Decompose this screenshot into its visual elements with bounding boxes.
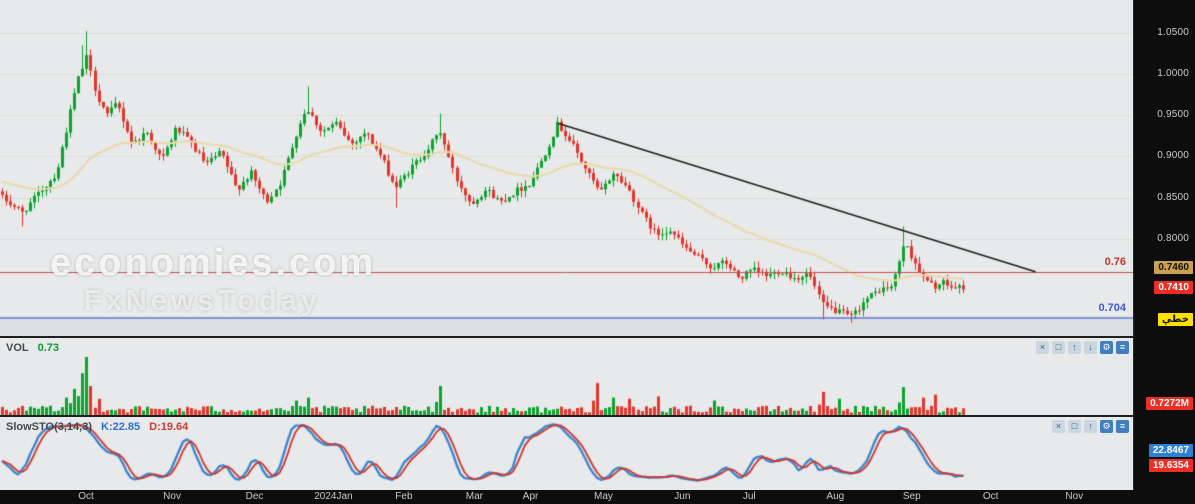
last-price-badge: 0.7410 [1154,281,1193,294]
main-chart-panel: economies.com FxNewsToday 0.76 0.704 [0,0,1133,336]
time-axis-label: Oct [982,491,999,502]
volume-title: VOL [6,341,29,354]
support-level-label: 0.704 [1098,302,1126,314]
content-row: economies.com FxNewsToday 0.76 0.704 VOL… [0,0,1195,490]
move-down-icon[interactable]: ↓ [1084,341,1097,354]
time-axis-label: Aug [826,491,845,502]
resistance-level-label: 0.76 [1104,256,1126,268]
volume-chart-canvas[interactable] [0,338,1133,415]
time-axis[interactable]: Oct Nov Dec 2024Jan Feb Mar Apr May Jun Jul Aug Sep… [0,490,1195,504]
price-tick-label: 0.8000 [1157,232,1189,244]
price-tick-label: 0.9000 [1157,150,1189,162]
settings-icon[interactable]: ⚙ [1100,341,1113,354]
stochastic-toolbar: × □ ↑ ⚙ ≡ [1052,420,1129,433]
stochastic-chart-canvas[interactable] [0,417,1133,490]
stochastic-panel: SlowSTO(3,14,3) K:22.85 D:19.64 × □ ↑ ⚙ ≡ [0,417,1133,490]
time-axis-label: Feb [395,491,413,502]
time-axis-label: May [594,491,613,502]
maximize-icon[interactable]: □ [1052,341,1065,354]
time-axis-label: Oct [78,491,94,502]
close-icon[interactable]: × [1036,341,1049,354]
stochastic-d-badge: 19.6354 [1148,459,1193,472]
scale-type-badge[interactable]: خطي [1157,313,1193,326]
stochastic-k-value: K:22.85 [101,420,141,433]
volume-panel-header: VOL 0.73 × □ ↑ ↓ ⚙ ≡ [6,341,1129,354]
time-axis-label: Sep [902,491,921,502]
stochastic-k-badge: 22.8467 [1148,444,1193,457]
volume-panel: VOL 0.73 × □ ↑ ↓ ⚙ ≡ [0,338,1133,415]
move-up-icon[interactable]: ↑ [1068,341,1081,354]
volume-badge: 0.7272M [1146,397,1193,410]
chart-column: economies.com FxNewsToday 0.76 0.704 VOL… [0,0,1133,490]
time-axis-label: Dec [245,491,264,502]
volume-value: 0.73 [37,341,60,354]
price-axis[interactable]: 1.0500 1.0000 0.9500 0.9000 0.8500 0.8000 0.7… [1133,0,1195,490]
settings-icon[interactable]: ⚙ [1100,420,1113,433]
menu-icon[interactable]: ≡ [1116,420,1129,433]
maximize-icon[interactable]: □ [1068,420,1081,433]
time-axis-label: Mar [465,491,484,502]
move-up-icon[interactable]: ↑ [1084,420,1097,433]
time-axis-label: Apr [522,491,539,502]
menu-icon[interactable]: ≡ [1116,341,1129,354]
time-axis-label: Jun [674,491,691,502]
price-tick-label: 1.0000 [1157,68,1189,80]
prev-close-badge: 0.7460 [1154,261,1193,274]
panel-divider[interactable] [0,415,1133,417]
stochastic-d-value: D:19.64 [149,420,189,433]
time-axis-label: Nov [163,491,181,502]
stochastic-panel-header: SlowSTO(3,14,3) K:22.85 D:19.64 × □ ↑ ⚙ ≡ [6,420,1129,433]
close-icon[interactable]: × [1052,420,1065,433]
volume-toolbar: × □ ↑ ↓ ⚙ ≡ [1036,341,1129,354]
price-tick-label: 0.8500 [1157,191,1189,203]
time-axis-label: Jul [742,491,756,502]
stochastic-title: SlowSTO(3,14,3) [6,420,92,433]
panel-divider[interactable] [0,336,1133,338]
time-axis-label: Nov [1065,491,1084,502]
time-axis-label: 2024Jan [314,491,353,502]
price-tick-label: 1.0500 [1157,26,1189,38]
main-chart-canvas[interactable] [0,0,1133,336]
price-tick-label: 0.9500 [1157,109,1189,121]
